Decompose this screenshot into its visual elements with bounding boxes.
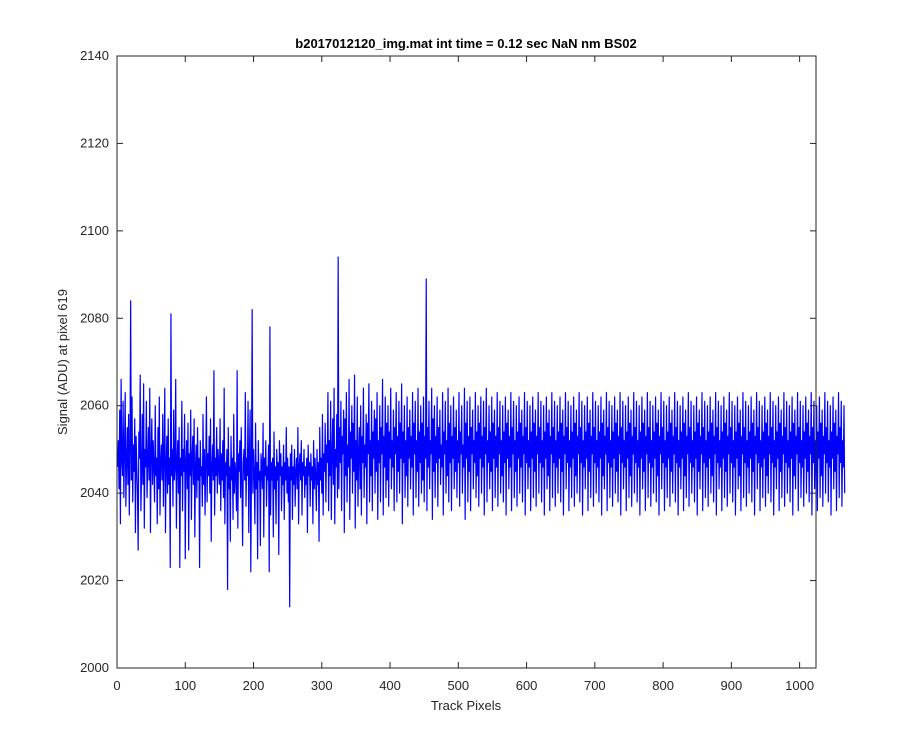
x-tick-label-400: 400 — [379, 678, 401, 693]
x-tick-label-700: 700 — [584, 678, 606, 693]
y-tick-label-2120: 2120 — [80, 135, 109, 150]
series-line-0 — [117, 256, 846, 608]
x-tick-label-500: 500 — [447, 678, 469, 693]
y-tick-label-2100: 2100 — [80, 223, 109, 238]
x-tick-label-0: 0 — [113, 678, 120, 693]
chart-title: b2017012120_img.mat int time = 0.12 sec … — [295, 36, 636, 51]
x-tick-label-800: 800 — [652, 678, 674, 693]
x-tick-label-1000: 1000 — [785, 678, 814, 693]
axes-background — [117, 56, 816, 668]
y-tick-label-2140: 2140 — [80, 48, 109, 63]
axes-box — [116, 55, 817, 669]
y-tick-label-2060: 2060 — [80, 398, 109, 413]
y-axis-label: Signal (ADU) at pixel 619 — [55, 289, 70, 435]
y-tick-label-2000: 2000 — [80, 660, 109, 675]
x-tick-label-600: 600 — [516, 678, 538, 693]
y-tick-label-2080: 2080 — [80, 310, 109, 325]
y-tick-label-2040: 2040 — [80, 485, 109, 500]
tick-layer: 0 100 200 300 400 500 600 700 800 900 1000 2000 2020… — [80, 48, 816, 693]
series-layer — [117, 256, 846, 608]
x-tick-label-200: 200 — [243, 678, 265, 693]
x-tick-label-300: 300 — [311, 678, 333, 693]
x-axis-label: Track Pixels — [431, 698, 502, 713]
x-tick-label-100: 100 — [174, 678, 196, 693]
x-tick-label-900: 900 — [721, 678, 743, 693]
y-tick-label-2020: 2020 — [80, 573, 109, 588]
